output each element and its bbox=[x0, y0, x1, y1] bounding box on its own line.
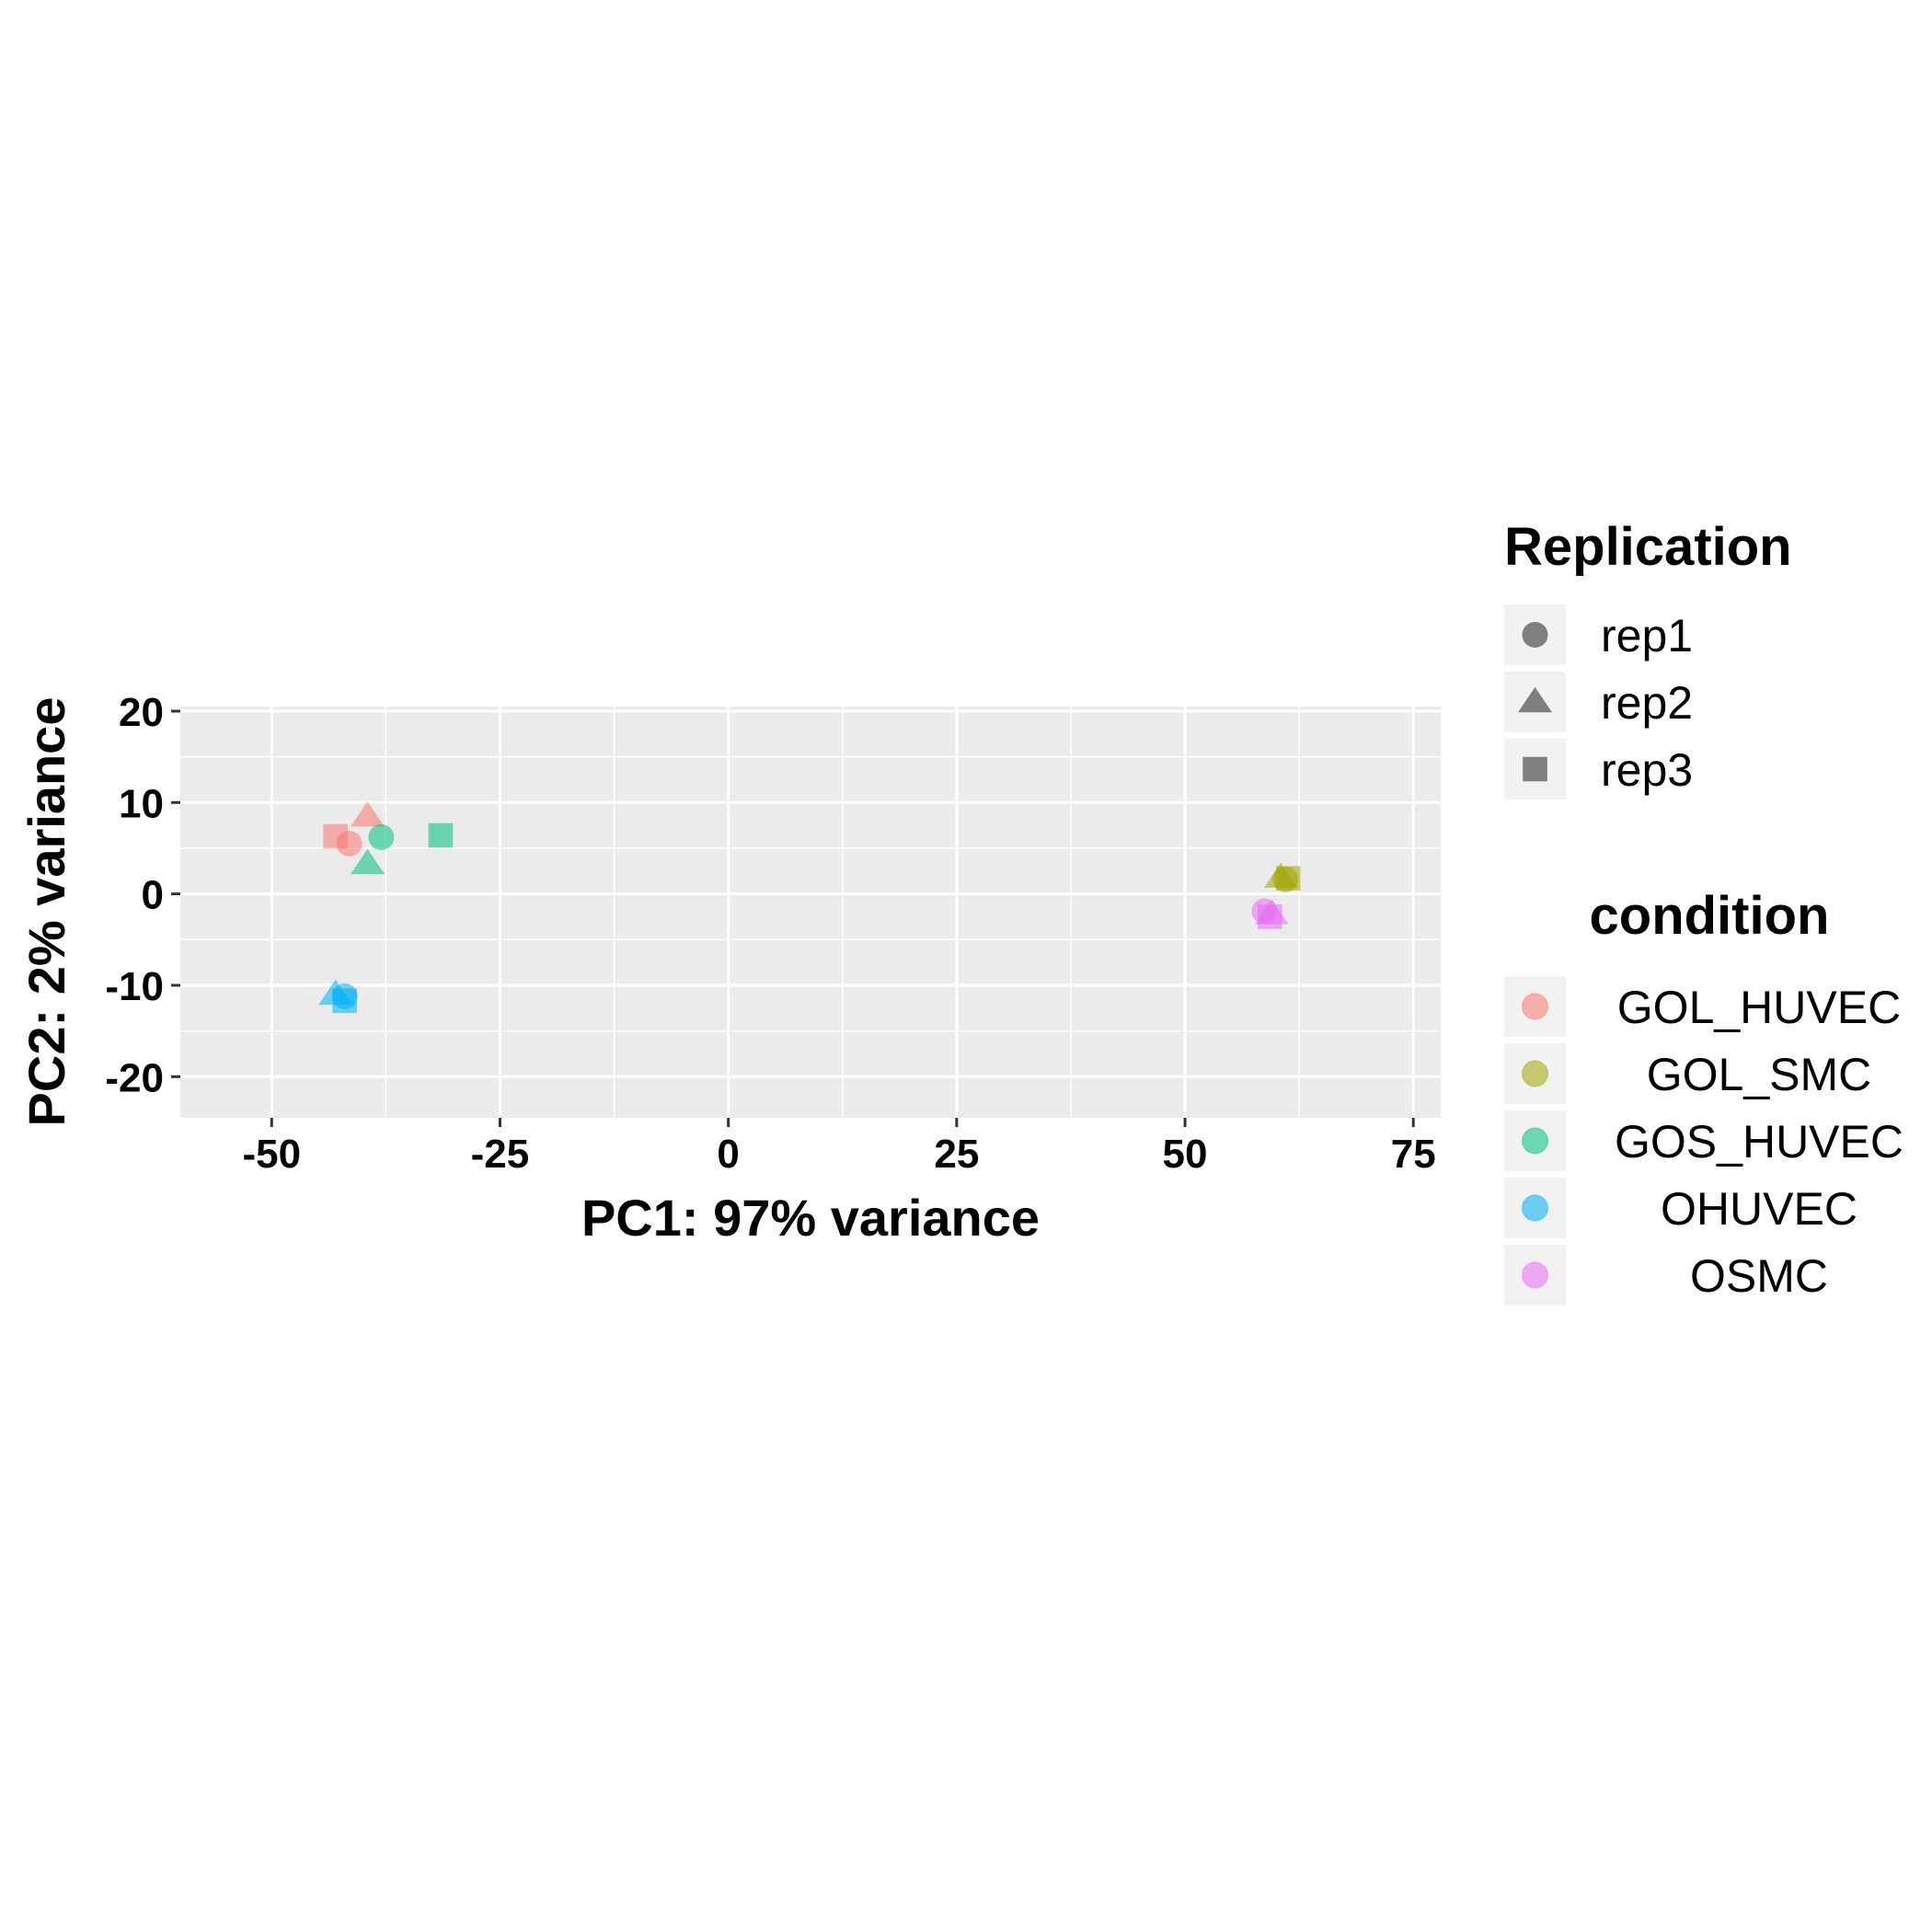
x-tick-label: 75 bbox=[1391, 1132, 1436, 1177]
data-point bbox=[350, 801, 385, 827]
legend-label: rep2 bbox=[1601, 677, 1693, 729]
legend-color-swatch bbox=[1521, 1194, 1549, 1222]
x-tick-label: -25 bbox=[471, 1132, 530, 1177]
legend-color-swatch bbox=[1521, 1060, 1549, 1087]
legend-color-swatch bbox=[1521, 1261, 1549, 1289]
panel-background bbox=[180, 707, 1441, 1118]
legend-label: GOL_HUVEC bbox=[1617, 982, 1901, 1033]
data-point bbox=[1275, 866, 1301, 891]
x-tick-label: 25 bbox=[934, 1132, 979, 1177]
data-point bbox=[350, 848, 385, 875]
minor-gridlines bbox=[180, 707, 1441, 1118]
y-axis-title: PC2: 2% variance bbox=[17, 697, 75, 1127]
y-tick-label: 0 bbox=[142, 873, 164, 918]
legend-label: rep1 bbox=[1601, 610, 1693, 661]
shape-legend: Replication rep1 rep2 rep3 bbox=[1504, 517, 1792, 799]
data-point bbox=[368, 824, 395, 851]
legend-label: OHUVEC bbox=[1661, 1183, 1857, 1235]
data-point bbox=[323, 823, 349, 849]
y-axis-ticks: 20 10 0 -10 -20 bbox=[105, 690, 180, 1100]
legend-circle-icon bbox=[1522, 622, 1548, 648]
legend-label: GOL_SMC bbox=[1647, 1049, 1872, 1100]
y-tick-label: -10 bbox=[105, 964, 164, 1009]
y-tick-label: 20 bbox=[119, 690, 164, 735]
data-points bbox=[318, 801, 1301, 1014]
shape-legend-title: Replication bbox=[1504, 517, 1792, 577]
data-point bbox=[332, 988, 357, 1014]
color-legend-title: condition bbox=[1590, 886, 1830, 946]
legend-triangle-icon bbox=[1517, 686, 1553, 713]
legend-square-icon bbox=[1523, 756, 1547, 782]
x-axis-title: PC1: 97% variance bbox=[581, 1189, 1040, 1247]
legend-label: rep3 bbox=[1601, 744, 1693, 796]
x-tick-label: 0 bbox=[717, 1132, 739, 1177]
x-tick-label: -50 bbox=[242, 1132, 301, 1177]
x-axis-ticks: -50 -25 0 25 50 75 bbox=[242, 1118, 1436, 1177]
major-gridlines bbox=[180, 707, 1441, 1118]
legend-label: GOS_HUVEC bbox=[1615, 1116, 1903, 1167]
y-tick-label: 10 bbox=[119, 781, 164, 826]
data-point bbox=[428, 822, 454, 848]
legend-label: OSMC bbox=[1690, 1250, 1828, 1302]
legend-color-swatch bbox=[1521, 993, 1549, 1020]
data-point bbox=[1258, 904, 1282, 929]
color-legend: condition GOL_HUVEC GOL_SMC GOS_HUVEC OHUVE… bbox=[1504, 886, 1903, 1305]
x-tick-label: 50 bbox=[1163, 1132, 1208, 1177]
y-tick-label: -20 bbox=[105, 1055, 164, 1100]
legend-color-swatch bbox=[1521, 1127, 1549, 1155]
